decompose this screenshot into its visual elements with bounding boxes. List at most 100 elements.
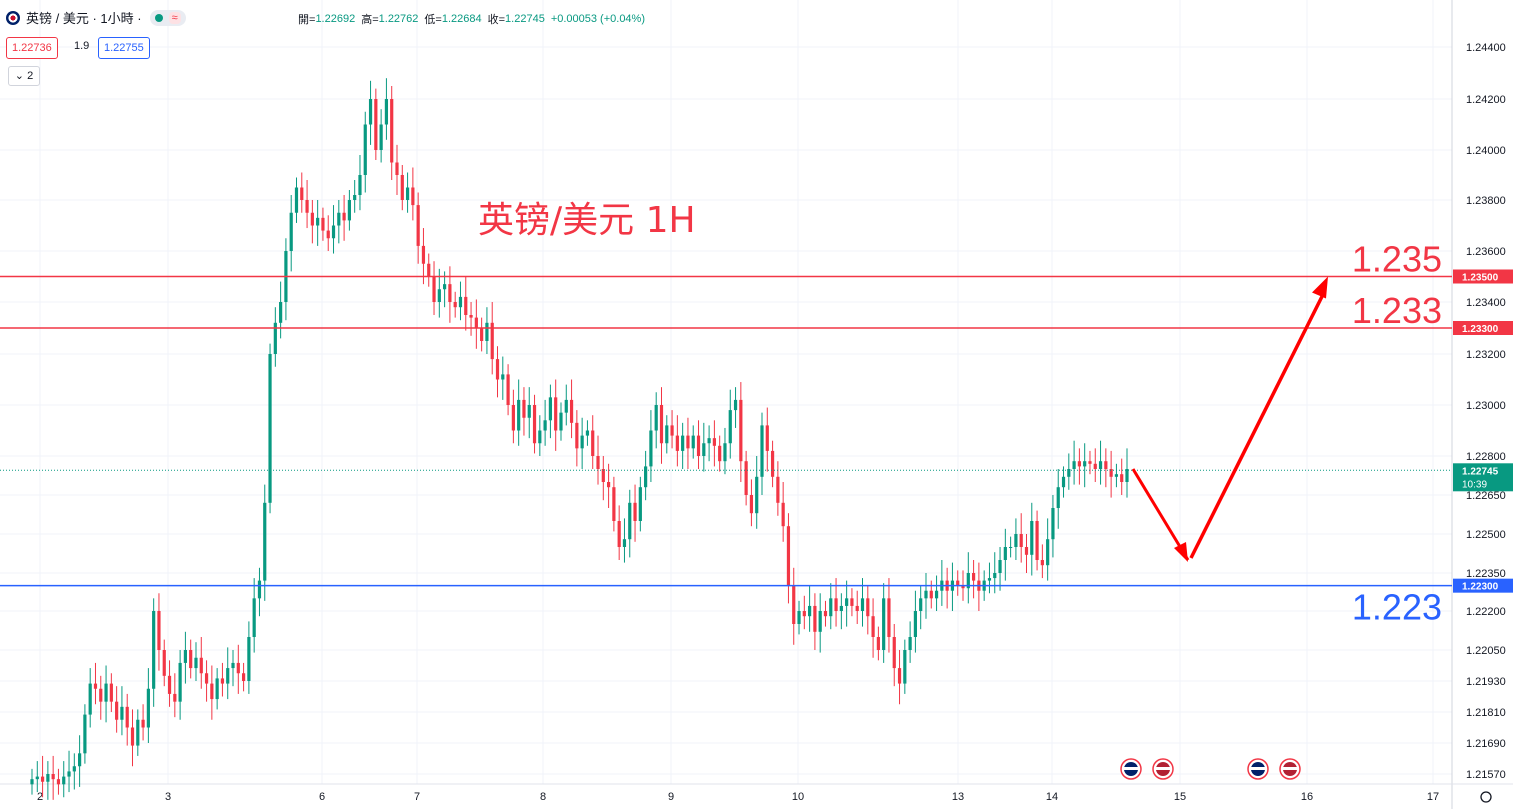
collapse-indicators-button[interactable]: ⌄ 2 bbox=[8, 66, 40, 86]
projection-down-arrow bbox=[1131, 468, 1190, 561]
candle-body bbox=[294, 187, 299, 213]
candle-body bbox=[411, 187, 415, 206]
settings-gear-icon bbox=[1480, 791, 1492, 803]
candle-body bbox=[733, 399, 738, 411]
candle-body bbox=[633, 502, 637, 521]
y-tick-label: 1.22500 bbox=[1466, 529, 1506, 541]
candle-body bbox=[998, 560, 1002, 573]
y-tick-label: 1.23600 bbox=[1466, 246, 1506, 258]
candle-body bbox=[755, 476, 759, 514]
candle-body bbox=[760, 425, 764, 477]
candle-body bbox=[1061, 476, 1066, 488]
candle-body bbox=[681, 435, 685, 451]
candle-body bbox=[813, 605, 817, 632]
buy-price-button[interactable]: 1.22755 bbox=[98, 37, 150, 59]
candle-body bbox=[178, 662, 182, 702]
candle-body bbox=[638, 487, 642, 521]
candle-body bbox=[93, 683, 98, 689]
candle-body bbox=[850, 598, 854, 606]
flag-stripe bbox=[1251, 767, 1265, 770]
candle-body bbox=[226, 668, 230, 684]
candle-body bbox=[770, 450, 775, 477]
level-price-tag-text: 1.22300 bbox=[1462, 582, 1499, 593]
candle-body bbox=[956, 580, 960, 586]
x-tick-label: 17 bbox=[1427, 791, 1439, 803]
candle-body bbox=[744, 461, 748, 495]
candle-body bbox=[56, 779, 61, 785]
candle-body bbox=[353, 195, 357, 200]
y-tick-label: 1.21570 bbox=[1466, 769, 1506, 781]
candle-body bbox=[527, 405, 531, 418]
current-price-value: 1.22745 bbox=[1462, 466, 1499, 477]
projection-up-arrowhead bbox=[1312, 276, 1328, 299]
candle-body bbox=[331, 225, 336, 239]
flag-stripe bbox=[1283, 767, 1297, 770]
candle-body bbox=[40, 776, 45, 782]
high-value: 1.22762 bbox=[378, 13, 419, 25]
candle-body bbox=[548, 397, 553, 421]
candle-body bbox=[236, 662, 240, 674]
level-price-tag bbox=[1453, 269, 1513, 284]
symbol-title: 英镑 / 美元 · 1小時 · bbox=[26, 11, 142, 26]
x-tick-label: 13 bbox=[952, 791, 964, 803]
candle-body bbox=[374, 99, 378, 150]
candle-body bbox=[1083, 461, 1087, 467]
candle-body bbox=[1109, 469, 1113, 477]
candle-body bbox=[78, 753, 82, 767]
level-price-tag-text: 1.23300 bbox=[1462, 324, 1499, 335]
candle-body bbox=[1024, 547, 1029, 555]
candle-body bbox=[300, 187, 304, 200]
x-tick-label: 8 bbox=[540, 791, 546, 803]
open-value: 1.22692 bbox=[315, 13, 356, 25]
level-annotation-label: 1.233 bbox=[1352, 290, 1442, 331]
candle-body bbox=[860, 598, 865, 611]
y-tick-label: 1.23800 bbox=[1466, 195, 1506, 207]
candle-body bbox=[273, 322, 277, 354]
candle-body bbox=[1030, 521, 1034, 555]
level-annotation-label: 1.235 bbox=[1352, 239, 1442, 280]
y-tick-label: 1.23400 bbox=[1466, 297, 1506, 309]
candle-body bbox=[247, 637, 251, 681]
y-tick-label: 1.22200 bbox=[1466, 606, 1506, 618]
candle-body bbox=[596, 456, 600, 469]
candle-body bbox=[1035, 521, 1039, 560]
candle-body bbox=[130, 727, 135, 746]
candle-body bbox=[1104, 461, 1108, 469]
candle-body bbox=[83, 714, 87, 754]
indicator-toggle[interactable]: ≈ bbox=[149, 9, 186, 26]
candle-body bbox=[125, 706, 129, 728]
candle-body bbox=[876, 637, 880, 650]
candle-body bbox=[971, 573, 976, 581]
candle-body bbox=[220, 678, 225, 684]
candle-body bbox=[1056, 487, 1060, 508]
x-tick-label: 9 bbox=[668, 791, 674, 803]
low-value: 1.22684 bbox=[441, 13, 482, 25]
candle-body bbox=[432, 276, 436, 302]
candle-body bbox=[141, 719, 145, 728]
candle-body bbox=[474, 317, 478, 328]
candle-body bbox=[1019, 534, 1023, 547]
candle-body bbox=[1098, 461, 1103, 469]
candle-body bbox=[993, 573, 997, 579]
candle-body bbox=[776, 476, 780, 503]
candle-body bbox=[305, 200, 309, 213]
y-tick-label: 1.21690 bbox=[1466, 738, 1506, 750]
flag-stripe bbox=[1124, 767, 1138, 770]
candle-body bbox=[368, 99, 373, 125]
candle-body bbox=[67, 771, 71, 777]
x-tick-label: 16 bbox=[1301, 791, 1313, 803]
candle-body bbox=[665, 425, 669, 444]
sell-price-button[interactable]: 1.22736 bbox=[6, 37, 58, 59]
spread-value: 1.9 bbox=[74, 40, 90, 52]
candle-body bbox=[30, 779, 34, 785]
candle-body bbox=[257, 580, 262, 599]
candle-body bbox=[342, 212, 346, 221]
candle-body bbox=[72, 766, 76, 772]
candle-body bbox=[575, 422, 579, 449]
level-annotation-label: 1.223 bbox=[1352, 587, 1442, 628]
candle-body bbox=[337, 212, 341, 226]
x-tick-label: 6 bbox=[319, 791, 325, 803]
symbol-header[interactable]: 英镑 / 美元 · 1小時 · ≈ bbox=[6, 8, 186, 27]
candle-body bbox=[464, 296, 468, 315]
